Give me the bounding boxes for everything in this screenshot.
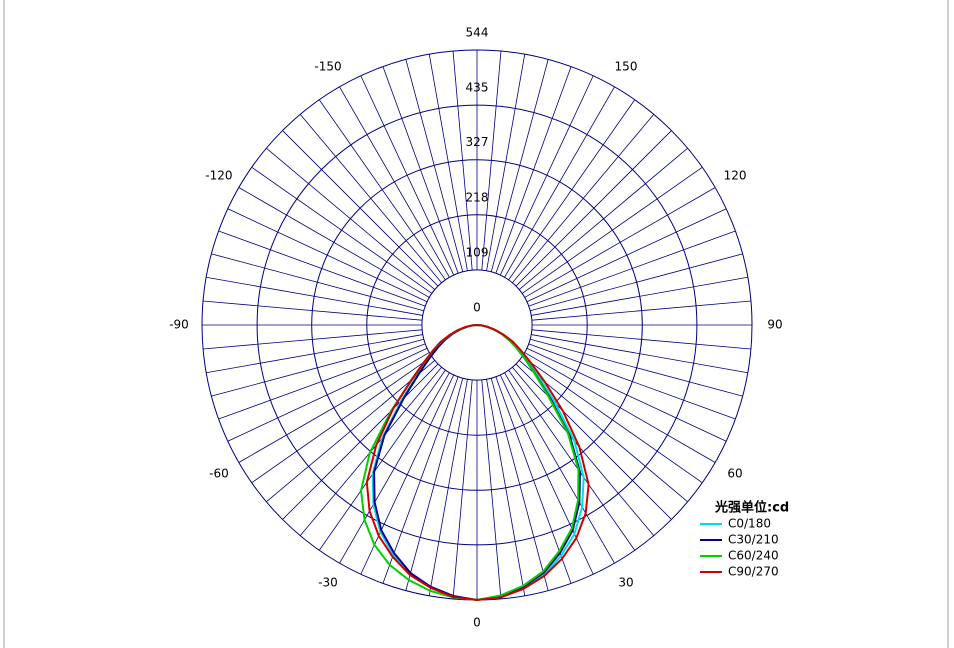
ring-label: 218 <box>466 190 489 204</box>
ring <box>366 214 588 436</box>
angle-label: 120 <box>724 169 747 183</box>
angle-label: 90 <box>767 318 782 332</box>
ring <box>421 269 533 381</box>
angle-label: 150 <box>615 59 638 73</box>
angle-label: -30 <box>318 576 338 590</box>
angle-label: -60 <box>209 467 229 481</box>
legend-label: C90/270 <box>728 565 779 579</box>
legend-label: C0/180 <box>728 517 771 531</box>
angle-label: -150 <box>314 59 341 73</box>
ring-label: 327 <box>466 135 489 149</box>
legend-label: C60/240 <box>728 549 779 563</box>
ring-label: 435 <box>466 81 489 95</box>
curves <box>360 324 590 602</box>
legend-label: C30/210 <box>728 533 779 547</box>
curve <box>365 324 590 602</box>
labels: 0 109 218 327 435 544 -150 -120 -90 -60 -30 0 30 60 90… <box>169 26 782 630</box>
angle-label: 60 <box>727 467 742 481</box>
ring-label: 0 <box>473 301 481 315</box>
legend: C0/180 C30/210 C60/240 C90/270 <box>700 517 779 579</box>
ring-label: 109 <box>466 245 489 259</box>
legend-title: 光强单位:cd <box>714 500 789 516</box>
angle-label: -90 <box>169 318 189 332</box>
ring <box>256 104 698 546</box>
ring-label: 544 <box>466 26 489 40</box>
angle-label: 30 <box>618 576 633 590</box>
ring <box>311 159 643 491</box>
angle-label: 0 <box>473 616 481 630</box>
angle-label: -120 <box>205 169 232 183</box>
